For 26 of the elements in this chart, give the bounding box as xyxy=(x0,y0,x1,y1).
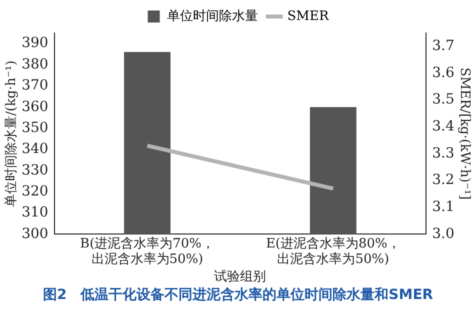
y-tick-label: 320 xyxy=(22,183,48,200)
y2-tick-label: 3.1 xyxy=(432,199,454,216)
legend-label: SMER xyxy=(287,8,330,24)
x-tick-label: E(进泥含水率为80%，出泥含水率为50%) xyxy=(266,235,400,267)
y2-tick-label: 3.2 xyxy=(432,172,454,188)
y-tick-label: 350 xyxy=(22,120,48,136)
y2-tick-label: 3.7 xyxy=(432,38,454,54)
y-tick-label: 370 xyxy=(22,78,48,94)
y-axis-title: 单位时间除水量/(kg·h⁻¹) xyxy=(4,60,20,207)
y-tick-label: 300 xyxy=(22,226,48,242)
y-tick-label: 310 xyxy=(22,204,48,221)
y2-tick-label: 3.4 xyxy=(432,118,454,135)
y-tick-label: 390 xyxy=(22,35,48,52)
y2-tick-label: 3.6 xyxy=(432,64,454,81)
x-axis-title: 试验组别 xyxy=(214,270,266,285)
y-tick-label: 330 xyxy=(22,162,48,178)
y-tick-label: 340 xyxy=(22,141,48,158)
x-tick-label: B(进泥含水率为70%，出泥含水率为50%) xyxy=(80,235,215,267)
text: 图2 低温干化设备不同进泥含水率的单位时间除水量和SMER xyxy=(42,286,434,305)
y-tick-label: 380 xyxy=(22,56,48,72)
y2-tick-label: 3.0 xyxy=(432,226,454,242)
y-tick-label: 360 xyxy=(22,98,48,115)
y2-tick-label: 3.5 xyxy=(432,92,454,108)
y2-axis-title: SMER/[kg·(kW·h)⁻¹] xyxy=(456,67,472,200)
y2-tick-label: 3.3 xyxy=(432,145,454,162)
legend-label: 单位时间除水量 xyxy=(166,8,258,24)
